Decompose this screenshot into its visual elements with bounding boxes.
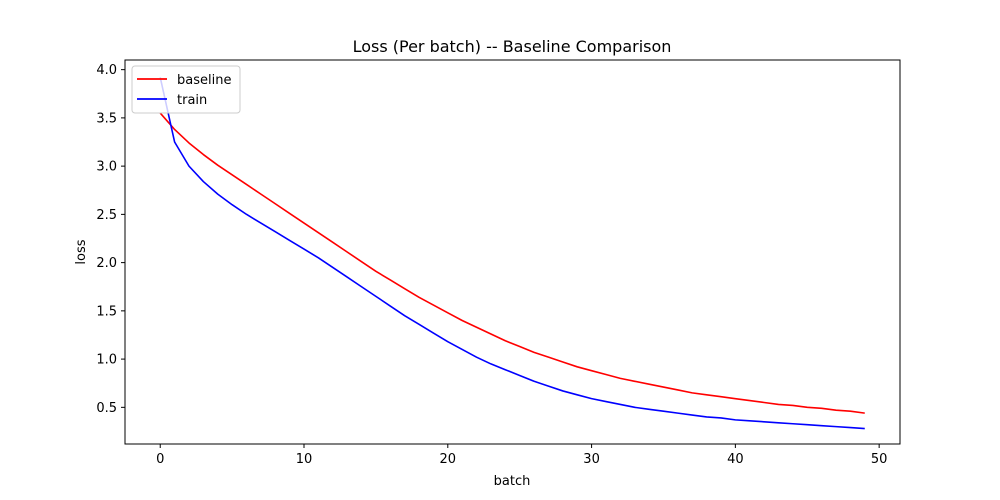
x-tick-label: 20 bbox=[440, 452, 457, 467]
x-tick-label: 30 bbox=[583, 452, 600, 467]
chart-title: Loss (Per batch) -- Baseline Comparison bbox=[353, 37, 672, 56]
legend: baseline train bbox=[131, 65, 241, 114]
x-axis-label: batch bbox=[494, 474, 531, 489]
y-tick-label: 1.5 bbox=[96, 304, 117, 319]
x-axis: 0 10 20 30 40 50 bbox=[156, 444, 887, 467]
x-tick-label: 40 bbox=[727, 452, 744, 467]
y-axis: 0.5 1.0 1.5 2.0 2.5 3.0 3.5 4.0 bbox=[96, 63, 125, 416]
legend-baseline-label: baseline bbox=[177, 73, 231, 88]
legend-box bbox=[131, 65, 241, 114]
y-tick-label: 2.5 bbox=[96, 208, 117, 223]
y-axis-label: loss bbox=[74, 239, 89, 264]
series-line-baseline bbox=[159, 112, 865, 414]
legend-train-label: train bbox=[177, 93, 207, 108]
y-tick-label: 3.5 bbox=[96, 111, 117, 126]
x-tick-label: 50 bbox=[871, 452, 888, 467]
y-tick-label: 4.0 bbox=[96, 63, 117, 78]
series-line-train bbox=[159, 77, 865, 430]
y-tick-label: 1.0 bbox=[96, 353, 117, 368]
x-tick-label: 10 bbox=[296, 452, 313, 467]
x-tick-label: 0 bbox=[156, 452, 164, 467]
y-tick-label: 2.0 bbox=[96, 256, 117, 271]
y-tick-label: 0.5 bbox=[96, 401, 117, 416]
series-layer bbox=[159, 77, 865, 430]
plot-area-frame bbox=[124, 59, 901, 445]
y-tick-label: 3.0 bbox=[96, 160, 117, 175]
